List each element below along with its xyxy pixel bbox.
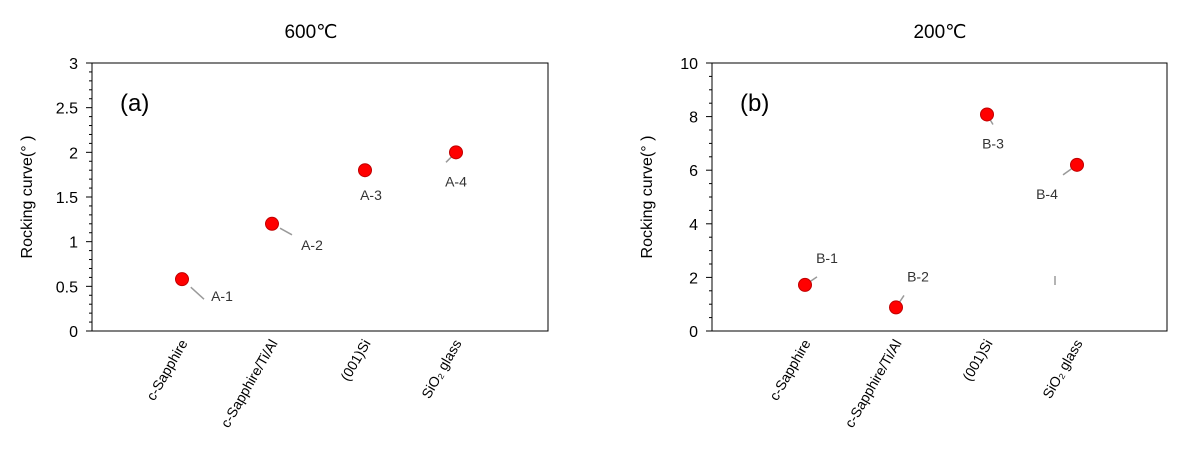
point-label: B-1 [816,250,838,266]
chart-panel-a: 600℃ (a) Rocking curve(° ) 0 0.5 1 1.5 2 2.5 3… [19,22,549,430]
point-label: B-2 [907,268,929,284]
chart-a-y-ticks: 0 0.5 1 1.5 2 2.5 3 [56,56,92,341]
chart-a-x-categories: c-Sapphire c-Sapphire/Ti/Al (001)Si SiO₂ gl… [143,336,465,430]
chart-panel-b: 200℃ (b) Rocking curve(° ) 0 2 4 6 8 10 c-Sap… [639,22,1168,430]
data-point [265,216,279,231]
chart-b-panel-label: (b) [740,90,769,117]
point-label: A-2 [301,237,323,253]
point-label: B-4 [1036,186,1058,202]
data-point [358,163,372,178]
y-tick-label: 1.5 [56,190,78,207]
data-point [889,300,903,315]
chart-a-title: 600℃ [284,22,337,43]
x-category-label: c-Sapphire/Ti/Al [841,337,904,431]
y-tick-label: 0 [689,324,698,341]
data-point [980,107,994,122]
y-tick-label: 6 [689,163,698,180]
point-label: B-3 [982,135,1004,151]
point-label: A-3 [360,187,382,203]
y-tick-label: 10 [680,56,698,73]
x-category-label: SiO₂ glass [418,337,465,402]
data-point [449,145,463,160]
chart-b-plot-frame [711,62,1168,332]
point-leader-line [190,286,205,300]
chart-b-x-categories: c-Sapphire c-Sapphire/Ti/Al (001)Si SiO₂ gl… [766,336,1086,430]
y-tick-label: 8 [689,110,698,127]
y-tick-label: 0 [69,324,78,341]
chart-a-y-axis-label: Rocking curve(° ) [19,136,36,259]
chart-a-panel-label: (a) [120,90,149,117]
x-category-label: c-Sapphire/Ti/Al [217,337,280,431]
data-point [1070,157,1084,172]
point-leader-line [809,276,818,283]
chart-b-y-ticks: 0 2 4 6 8 10 [680,56,712,341]
chart-b-title: 200℃ [913,22,966,43]
y-tick-label: 3 [69,56,78,73]
x-category-label: SiO₂ glass [1039,337,1086,402]
x-category-label: (001)Si [959,337,995,384]
y-tick-label: 2 [689,270,698,287]
point-leader-line [1062,168,1072,176]
y-tick-label: 2.5 [56,101,78,118]
chart-b-points: B-1 B-2 B-3 B-4 [798,107,1084,315]
x-category-label: c-Sapphire [766,336,814,403]
point-leader-line [445,155,453,163]
chart-a-plot-frame [91,62,549,332]
y-tick-label: 0.5 [56,279,78,296]
point-label: A-4 [445,173,467,189]
x-category-label: (001)Si [337,337,373,384]
point-leader-line [279,227,293,236]
y-tick-label: 1 [69,235,78,252]
point-label: A-1 [211,288,233,304]
x-category-label: c-Sapphire [143,336,191,403]
data-point [798,277,812,292]
y-tick-label: 4 [689,217,698,234]
data-point [175,272,189,287]
chart-a-points: A-1 A-2 A-3 A-4 [175,145,467,304]
point-leader-line [898,294,905,304]
chart-b-y-axis-label: Rocking curve(° ) [639,136,656,259]
y-tick-label: 2 [69,145,78,162]
